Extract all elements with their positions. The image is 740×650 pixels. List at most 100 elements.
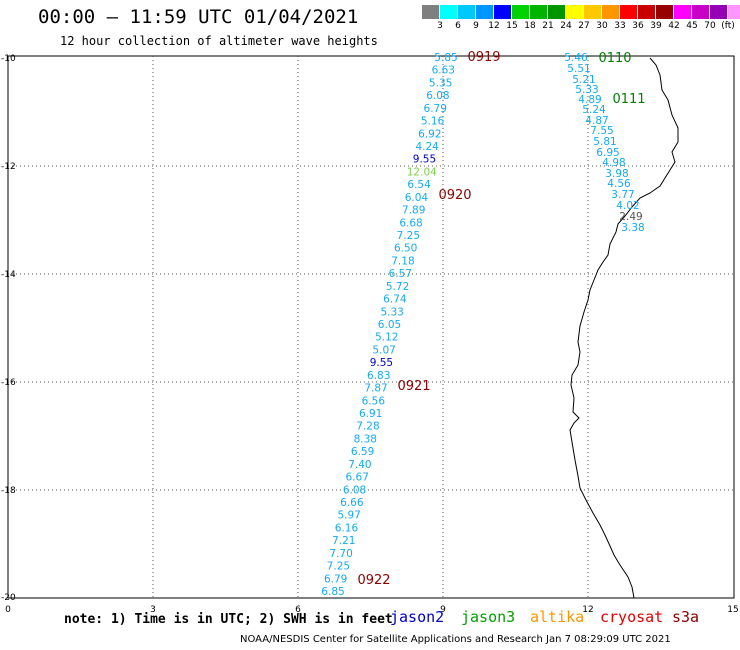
swh-value-label: 6.79 (424, 103, 447, 115)
color-scale-label: 6 (455, 21, 461, 31)
map-title: 00:00 – 11:59 UTC 01/04/2021 (38, 6, 359, 28)
plot-frame (7, 55, 735, 599)
x-tick-label: 3 (150, 605, 156, 615)
color-scale-label: 9 (473, 21, 479, 31)
swh-value-label: 5.16 (421, 116, 445, 128)
legend-jason3: jason3 (461, 608, 516, 626)
color-scale-bar (422, 5, 740, 19)
swh-value-label: 4.89 (578, 94, 601, 106)
swh-value-label: 6.05 (378, 319, 401, 331)
color-scale-swatch (674, 5, 692, 19)
swh-value-label: 5.85 (434, 52, 457, 64)
color-scale-swatch (728, 5, 740, 19)
time-label: 0110 (598, 51, 631, 66)
swh-value-label: 8.38 (354, 433, 377, 445)
swh-value-label: 6.54 (407, 179, 431, 191)
swh-value-label: 2.49 (619, 211, 642, 223)
color-scale-swatch (710, 5, 728, 19)
color-scale-swatch (458, 5, 476, 19)
swh-value-label: 6.66 (340, 497, 364, 509)
swh-value-label: 6.95 (596, 147, 619, 159)
swh-value-label: 6.57 (389, 268, 412, 280)
swh-value-label: 7.87 (364, 383, 387, 395)
color-scale-swatch (548, 5, 566, 19)
swh-value-label: 9.55 (370, 357, 393, 369)
color-scale-swatch (512, 5, 530, 19)
swh-value-label: 9.55 (413, 154, 436, 166)
time-label: 0919 (467, 50, 500, 65)
time-label: 0921 (397, 379, 430, 394)
color-scale-swatch (692, 5, 710, 19)
swh-value-label: 7.55 (590, 125, 613, 137)
legend-jason2: jason2 (390, 608, 445, 626)
x-tick-label: 15 (727, 605, 738, 615)
swh-value-label: 5.46 (564, 52, 588, 64)
swh-value-label: 6.04 (405, 192, 429, 204)
grid-lines (8, 56, 734, 598)
swh-value-label: 6.92 (418, 128, 441, 140)
swh-value-label: 5.33 (380, 306, 403, 318)
swh-value-label: 5.33 (575, 84, 598, 96)
track-labels: 5.856.635.356.086.795.166.924.249.5512.0… (321, 50, 645, 598)
swh-value-label: 6.67 (346, 472, 369, 484)
swh-value-label: 5.12 (375, 332, 398, 344)
swh-value-label: 7.21 (332, 535, 355, 547)
swh-value-label: 5.81 (593, 136, 616, 148)
x-tick-label: 6 (295, 605, 301, 615)
color-scale-label: (ft) (721, 21, 735, 31)
y-tick-label: -10 (1, 54, 16, 64)
color-scale-label: 15 (506, 21, 518, 31)
swh-value-label: 5.72 (386, 281, 409, 293)
time-label: 0922 (357, 573, 390, 588)
color-scale-swatch (620, 5, 638, 19)
swh-value-label: 6.68 (399, 217, 422, 229)
color-scale-label: 42 (668, 21, 680, 31)
x-tick-label: 0 (5, 605, 11, 615)
swh-value-label: 7.28 (356, 421, 379, 433)
color-scale-label: 3 (437, 21, 443, 31)
swh-value-label: 4.02 (616, 200, 639, 212)
color-scale-swatch (602, 5, 620, 19)
swh-value-label: 6.08 (343, 484, 366, 496)
swh-value-label: 7.18 (391, 255, 414, 267)
swh-value-label: 6.50 (394, 243, 417, 255)
color-scale-swatch (584, 5, 602, 19)
legend-s3a: s3a (672, 608, 700, 626)
axis-ticks: 0 3 6 9 12 15 -10 -12 -14 -16 -18 -20 (1, 54, 739, 615)
swh-value-label: 7.70 (329, 548, 352, 560)
swh-value-label: 7.40 (348, 459, 371, 471)
swh-value-label: 5.24 (582, 104, 606, 116)
swh-value-label: 7.89 (402, 205, 425, 217)
color-scale-label: 27 (578, 21, 590, 31)
swh-value-label: 4.56 (607, 178, 631, 190)
time-label: 0111 (612, 92, 645, 107)
swh-value-label: 4.87 (585, 115, 608, 127)
swh-value-label: 5.51 (567, 63, 590, 75)
color-scale-swatch (656, 5, 674, 19)
color-scale-swatch (494, 5, 512, 19)
color-scale-swatch (440, 5, 458, 19)
note-text: note: 1) Time is in UTC; 2) SWH is in fe… (64, 612, 393, 627)
color-scale-swatch (638, 5, 656, 19)
time-label: 0920 (438, 188, 471, 203)
y-tick-label: -18 (1, 486, 16, 496)
footer-credit: NOAA/NESDIS Center for Satellite Applica… (240, 634, 671, 645)
swh-value-label: 6.74 (383, 294, 407, 306)
swh-value-label: 5.21 (572, 74, 595, 86)
y-tick-label: -20 (1, 593, 16, 603)
swh-value-label: 7.25 (327, 561, 350, 573)
swh-value-label: 5.07 (372, 344, 395, 356)
swh-value-label: 7.25 (397, 230, 420, 242)
color-scale-label: 39 (650, 21, 662, 31)
color-scale-label: 70 (704, 21, 716, 31)
color-scale-swatch (566, 5, 584, 19)
swh-value-label: 6.16 (335, 522, 359, 534)
swh-value-label: 6.83 (367, 370, 390, 382)
color-scale-swatch (476, 5, 494, 19)
swh-value-label: 6.91 (359, 408, 382, 420)
color-scale-label: 45 (686, 21, 698, 31)
swh-value-label: 6.79 (324, 573, 347, 585)
color-scale-label: 33 (614, 21, 626, 31)
swh-value-label: 3.77 (611, 189, 634, 201)
